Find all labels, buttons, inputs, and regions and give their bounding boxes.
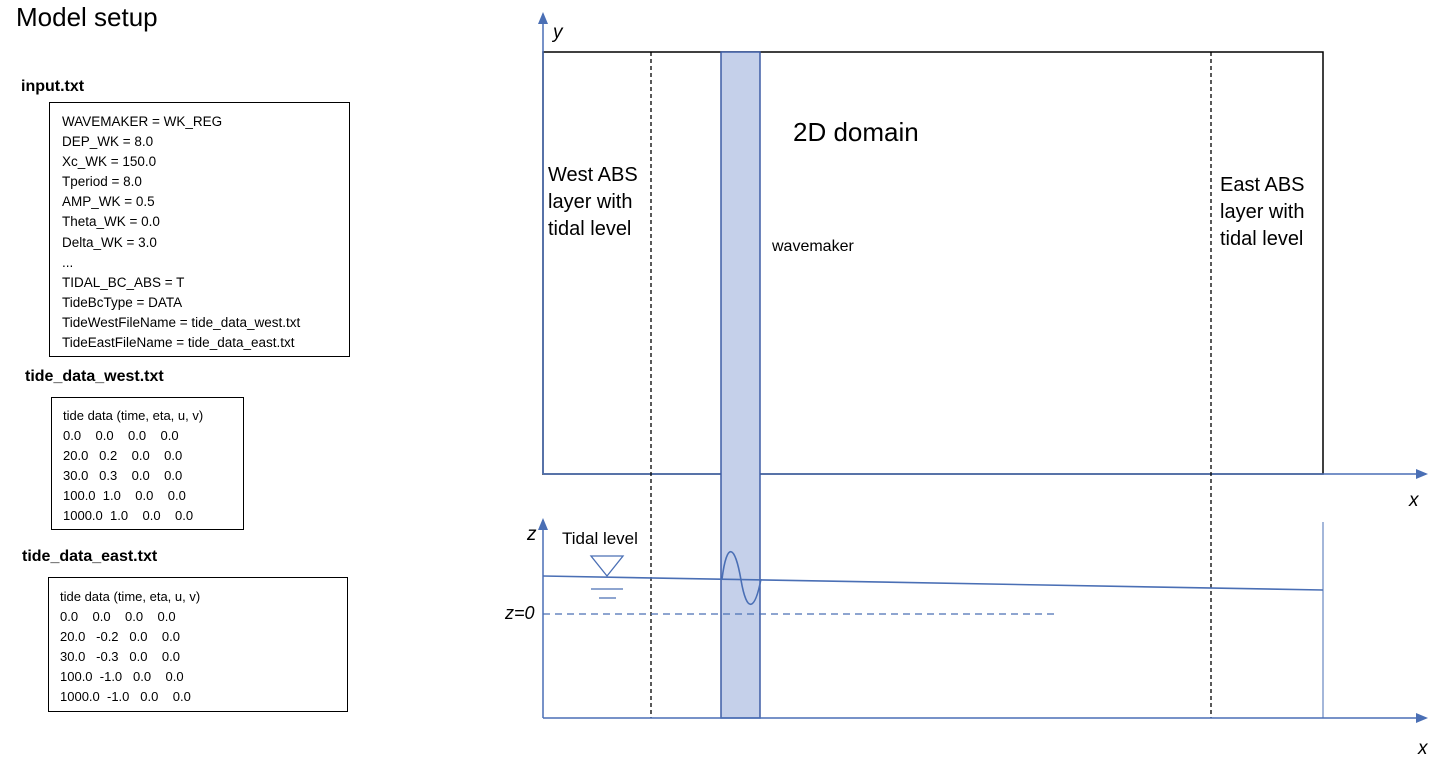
wavemaker-strip <box>720 51 761 719</box>
input-line: TideEastFileName = tide_data_east.txt <box>62 335 295 351</box>
east-line: 20.0 -0.2 0.0 0.0 <box>60 629 180 645</box>
west-line: 0.0 0.0 0.0 0.0 <box>63 428 179 444</box>
input-file-box: WAVEMAKER = WK_REG DEP_WK = 8.0 Xc_WK = … <box>49 102 350 357</box>
east-abs-label-line: tidal level <box>1220 228 1304 250</box>
west-file-label: tide_data_west.txt <box>25 368 164 385</box>
west-line: 30.0 0.3 0.0 0.0 <box>63 468 183 484</box>
east-line: 1000.0 -1.0 0.0 0.0 <box>60 689 191 705</box>
west-line: 20.0 0.2 0.0 0.0 <box>63 448 183 464</box>
tidal-surface-line <box>542 575 1324 591</box>
east-line: tide data (time, eta, u, v) <box>60 589 201 604</box>
input-line: Xc_WK = 150.0 <box>62 154 157 170</box>
z0-label: z=0 <box>505 603 535 623</box>
west-line: 100.0 1.0 0.0 0.0 <box>63 488 186 504</box>
z-axis-label: z <box>527 524 537 545</box>
east-file-label: tide_data_east.txt <box>22 548 158 565</box>
west-line: 1000.0 1.0 0.0 0.0 <box>63 508 194 524</box>
tidal-level-label: Tidal level <box>562 529 638 548</box>
x-axis-label-bottom: x <box>1418 738 1428 759</box>
input-line: DEP_WK = 8.0 <box>62 134 154 150</box>
input-line: Theta_WK = 0.0 <box>62 214 160 230</box>
west-file-box: tide data (time, eta, u, v) 0.0 0.0 0.0 … <box>51 397 244 530</box>
east-file-box: tide data (time, eta, u, v) 0.0 0.0 0.0 … <box>48 577 348 712</box>
input-line: Tperiod = 8.0 <box>62 174 142 190</box>
input-line: TideBcType = DATA <box>62 294 183 310</box>
east-abs-label: East ABS layer with tidal level <box>1220 172 1305 253</box>
domain-label: 2D domain <box>793 117 919 147</box>
west-line: tide data (time, eta, u, v) <box>63 408 204 423</box>
east-abs-label-line: layer with <box>1220 201 1305 223</box>
west-abs-label-line: West ABS <box>548 164 638 186</box>
east-line: 30.0 -0.3 0.0 0.0 <box>60 649 180 665</box>
input-line: ... <box>62 254 74 270</box>
input-line: WAVEMAKER = WK_REG <box>62 114 223 129</box>
page-title: Model setup <box>16 2 158 32</box>
east-line: 100.0 -1.0 0.0 0.0 <box>60 669 184 685</box>
input-file-label: input.txt <box>21 78 85 95</box>
west-abs-label-line: tidal level <box>548 218 632 240</box>
domain-rectangle <box>542 51 1324 475</box>
west-abs-label-line: layer with <box>548 191 633 213</box>
x-axis-label-top: x <box>1409 490 1419 511</box>
wavemaker-label: wavemaker <box>772 238 854 255</box>
input-line: Delta_WK = 3.0 <box>62 234 157 250</box>
wave-curve <box>721 550 762 605</box>
input-line: TIDAL_BC_ABS = T <box>62 274 185 290</box>
tidal-level-icon <box>589 555 625 599</box>
input-line: AMP_WK = 0.5 <box>62 194 155 210</box>
input-line: TideWestFileName = tide_data_west.txt <box>62 314 301 330</box>
east-line: 0.0 0.0 0.0 0.0 <box>60 609 176 625</box>
east-abs-label-line: East ABS <box>1220 174 1305 196</box>
west-abs-label: West ABS layer with tidal level <box>548 162 638 243</box>
y-axis-label: y <box>553 22 563 43</box>
